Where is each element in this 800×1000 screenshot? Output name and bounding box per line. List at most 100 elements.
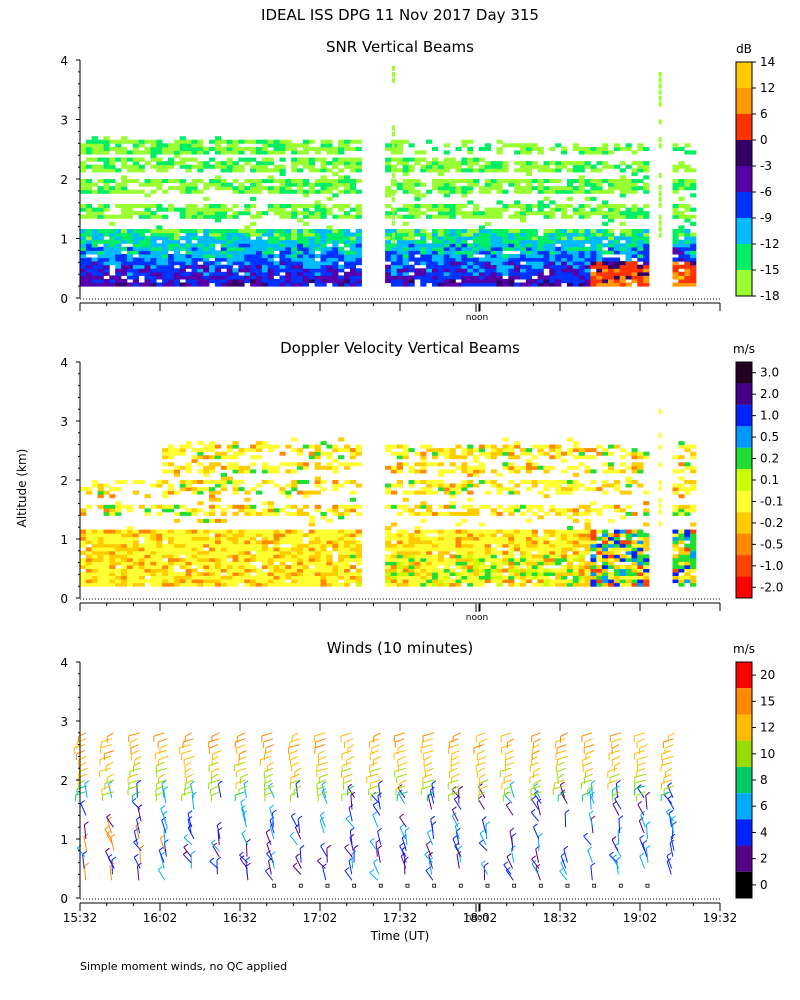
doppler-cell xyxy=(566,515,574,520)
doppler-cell xyxy=(162,543,169,548)
snr-cell xyxy=(162,214,169,219)
doppler-cell xyxy=(308,572,315,576)
snr-cell xyxy=(338,246,345,251)
doppler-cell xyxy=(162,561,169,566)
doppler-cell xyxy=(490,575,497,580)
snr-cell xyxy=(613,275,621,280)
doppler-cell xyxy=(520,575,527,580)
snr-cell xyxy=(543,214,550,219)
snr-cell xyxy=(496,279,503,284)
snr-cell xyxy=(478,257,486,262)
doppler-cell xyxy=(613,554,621,559)
snr-cell xyxy=(261,157,269,162)
doppler-cell xyxy=(261,565,269,569)
snr-cell xyxy=(355,164,362,169)
snr-cell xyxy=(150,211,157,216)
snr-cell xyxy=(279,254,286,259)
snr-cell xyxy=(520,229,527,234)
doppler-cell xyxy=(525,568,533,573)
doppler-cell xyxy=(602,462,609,467)
snr-cell xyxy=(355,250,362,255)
snr-cell xyxy=(602,143,609,148)
snr-cell xyxy=(572,229,579,234)
snr-cell xyxy=(566,282,574,287)
snr-cell xyxy=(115,268,122,273)
snr-cell xyxy=(320,246,327,251)
doppler-cell xyxy=(291,550,298,555)
snr-cell xyxy=(168,271,175,276)
snr-cell xyxy=(449,275,456,280)
snr-cell xyxy=(672,268,679,273)
doppler-cell xyxy=(508,504,515,509)
snr-cell xyxy=(408,275,415,280)
doppler-cell xyxy=(156,568,163,573)
doppler-cell xyxy=(326,543,333,548)
doppler-cell xyxy=(496,561,503,566)
snr-cell xyxy=(267,282,274,287)
snr-cell xyxy=(220,264,227,269)
snr-cell xyxy=(138,143,145,148)
snr-cell xyxy=(226,214,233,219)
snr-cell xyxy=(437,171,445,176)
snr-cell xyxy=(144,193,151,198)
doppler-cell xyxy=(514,543,521,548)
doppler-cell xyxy=(658,497,662,503)
doppler-cell xyxy=(156,511,163,516)
snr-cell xyxy=(121,139,128,144)
snr-cell xyxy=(314,279,321,284)
snr-cell xyxy=(643,146,650,151)
doppler-cell xyxy=(555,487,562,492)
snr-cell xyxy=(537,246,544,251)
doppler-cell xyxy=(238,561,245,566)
doppler-cell xyxy=(672,547,679,552)
snr-cell xyxy=(338,139,345,144)
doppler-cell xyxy=(555,490,562,495)
snr-cell xyxy=(525,236,533,241)
snr-cell xyxy=(179,264,186,269)
doppler-cell xyxy=(168,536,175,541)
snr-cell xyxy=(97,236,104,241)
snr-cell xyxy=(150,214,157,219)
snr-cell xyxy=(232,139,239,144)
snr-cell xyxy=(250,243,257,248)
snr-cell xyxy=(449,182,456,187)
doppler-cell xyxy=(637,579,644,584)
snr-cell xyxy=(308,161,315,166)
doppler-cell xyxy=(432,455,439,460)
snr-cell xyxy=(220,168,227,173)
snr-cell xyxy=(385,268,392,273)
snr-cell xyxy=(185,189,192,194)
snr-cell xyxy=(109,275,116,280)
snr-cell xyxy=(584,264,591,269)
doppler-cell xyxy=(408,483,415,488)
snr-cell xyxy=(91,139,98,144)
snr-cell xyxy=(291,232,298,237)
snr-cell xyxy=(473,246,480,251)
doppler-cell xyxy=(220,547,227,552)
snr-cell xyxy=(220,232,227,237)
doppler-cell xyxy=(643,565,650,569)
snr-cell xyxy=(549,239,556,244)
doppler-cell xyxy=(461,557,468,562)
doppler-cell xyxy=(138,572,145,576)
snr-cell xyxy=(279,246,286,251)
snr-cell xyxy=(126,139,134,144)
snr-cell xyxy=(191,254,198,259)
snr-cell xyxy=(144,150,151,155)
snr-cell xyxy=(97,232,104,237)
doppler-cell xyxy=(484,557,491,562)
snr-cell xyxy=(414,275,421,280)
doppler-cell xyxy=(150,575,157,580)
snr-cell xyxy=(302,239,310,244)
doppler-cell xyxy=(426,490,433,495)
snr-cell xyxy=(461,214,468,219)
snr-cell xyxy=(209,139,216,144)
snr-cell xyxy=(684,232,691,237)
snr-cell xyxy=(320,186,327,191)
snr-cell xyxy=(572,264,579,269)
doppler-cell xyxy=(238,487,245,492)
doppler-cell xyxy=(308,557,315,562)
doppler-cell xyxy=(209,494,216,499)
snr-cell xyxy=(349,271,357,276)
doppler-cell xyxy=(449,533,456,538)
